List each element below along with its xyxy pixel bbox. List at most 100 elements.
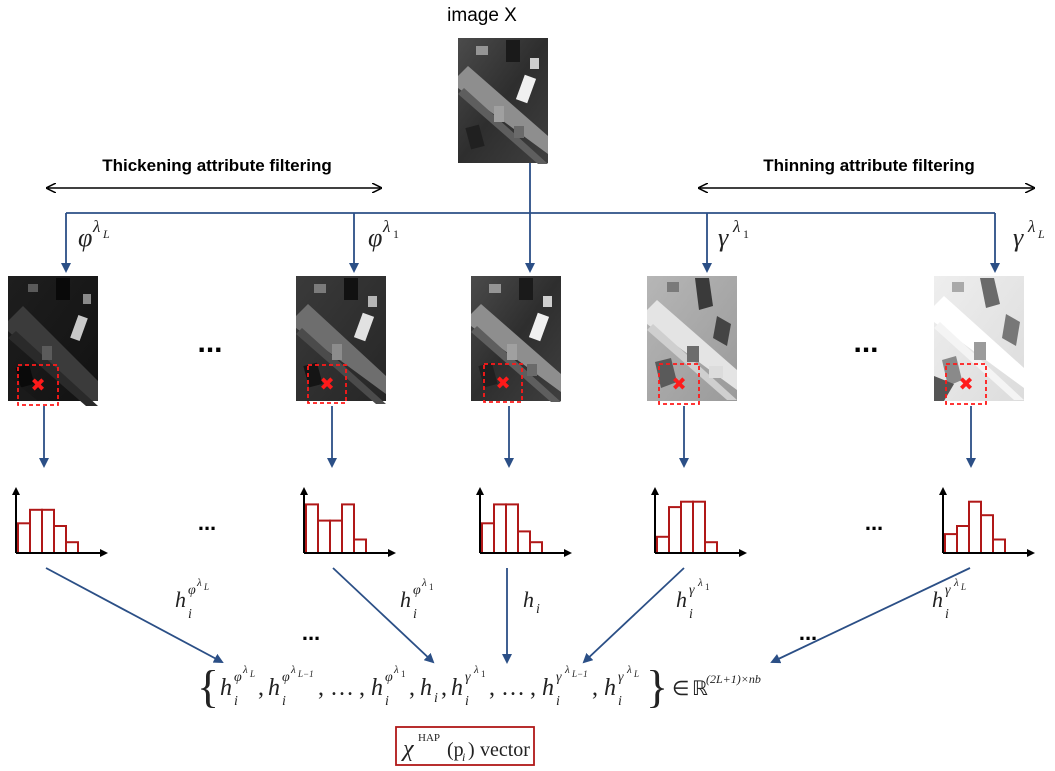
svg-text:i: i [385,694,389,709]
ellipsis-images-right: ... [853,326,878,359]
histogram-bar [956,525,970,554]
histogram-bar [317,519,331,554]
histogram-bar [668,506,682,555]
pixel-marker: ✖ [958,374,973,395]
svg-text:}: } [646,661,668,712]
histogram-bar [65,541,79,555]
svg-text:1: 1 [401,669,406,679]
pixel-marker: ✖ [319,374,334,395]
svg-text:L: L [633,669,639,679]
svg-text:L−1: L−1 [297,669,314,679]
svg-text:h: h [542,675,554,701]
patch-to-histogram-arrows [39,406,976,468]
svg-text:h: h [932,587,943,612]
histogram-bar [680,500,694,555]
svg-text:i: i [536,602,540,617]
svg-text:h: h [604,675,616,701]
image-title: image X [447,5,517,26]
svg-text:): ) [468,739,475,761]
svg-text:h: h [371,675,383,701]
distribution-bus [61,163,1000,273]
pixel-marker: ✖ [495,373,510,394]
svg-text:λ: λ [626,664,632,676]
svg-text:1: 1 [481,669,486,679]
histogram-bar [353,538,367,554]
histogram-bar [17,522,31,554]
svg-text:λ: λ [473,664,479,676]
ellipsis-histograms-left: ... [198,510,216,535]
filtered-image-thin-1: ✖ [647,276,737,405]
svg-text:λ: λ [92,217,100,236]
svg-text:vector: vector [480,739,530,761]
svg-text:h: h [451,675,463,701]
svg-text:,: , [318,675,324,701]
histogram-bar [517,530,531,555]
svg-text:h: h [400,587,411,612]
thickening-range-label: Thickening attribute filtering [102,156,332,175]
original-image [458,38,548,164]
svg-text:,: , [489,675,495,701]
svg-text:i: i [188,607,192,622]
histogram-bar [493,503,507,554]
svg-text:,: , [359,675,365,701]
svg-text:,: , [592,675,598,701]
svg-text:L−1: L−1 [571,669,588,679]
svg-text:(p: (p [447,739,464,761]
patch-window [307,364,347,404]
histogram-bar [305,503,319,554]
ellipsis-hlabels-right: ... [799,620,817,645]
thinning-range-label: Thinning attribute filtering [763,156,975,175]
histogram-to-vector-arrows [45,567,971,664]
histogram-label-thick-L: h i φ λ L [175,577,209,622]
svg-text:χ: χ [401,736,415,762]
histogram-label-thick-1: h i φ λ 1 [400,577,434,622]
svg-text:…: … [330,675,354,701]
svg-text:γ: γ [689,583,695,598]
svg-text:,: , [530,675,536,701]
svg-text:λ: λ [1027,217,1035,236]
svg-text:λ: λ [242,664,248,676]
histogram-bar [656,535,670,554]
ellipsis-histograms-right: ... [865,510,883,535]
histogram-label-thin-1: h i γ λ 1 [676,577,710,622]
filter-label-thin-L: γ λ L [1013,217,1045,252]
svg-text:∈: ∈ [672,678,689,700]
patch-window [17,364,59,406]
histogram-bar [29,508,43,554]
svg-text:1: 1 [393,227,399,241]
svg-text:L: L [1037,227,1045,241]
histogram-bar [692,500,706,555]
set-expression: { h i φ λ L , h i φ λ L−1 , … , h i φ λ … [197,661,761,712]
svg-text:,: , [441,675,447,701]
histogram-bar [992,538,1006,554]
histogram-label-thin-L: h i γ λ L [932,577,966,622]
histogram-thick_L [12,487,108,557]
svg-text:φ: φ [368,223,382,252]
svg-text:L: L [960,582,966,592]
svg-text:λ: λ [382,217,390,236]
histogram-bar [980,514,994,555]
svg-text:λ: λ [564,664,570,676]
histogram-bar [481,522,495,554]
svg-text:λ: λ [393,664,399,676]
filtered-image-thick-1: ✖ [296,276,386,404]
vector-label-box [395,726,535,766]
svg-text:φ: φ [188,583,196,598]
svg-text:φ: φ [78,223,92,252]
filtered-image-thin-L: ✖ [934,276,1024,405]
svg-text:i: i [434,691,438,706]
svg-text:1: 1 [429,582,434,592]
filtered-image-thick-L: ✖ [8,276,98,406]
svg-text:γ: γ [465,670,471,685]
svg-text:i: i [413,607,417,622]
svg-text:γ: γ [556,670,562,685]
svg-text:L: L [249,669,255,679]
filter-label-thick-1: φ λ 1 [368,217,399,252]
histogram-bar [704,541,718,555]
svg-text:(2L+1)×nb: (2L+1)×nb [706,672,761,686]
patch-window [483,363,523,403]
svg-text:i: i [465,694,469,709]
svg-text:h: h [676,587,687,612]
